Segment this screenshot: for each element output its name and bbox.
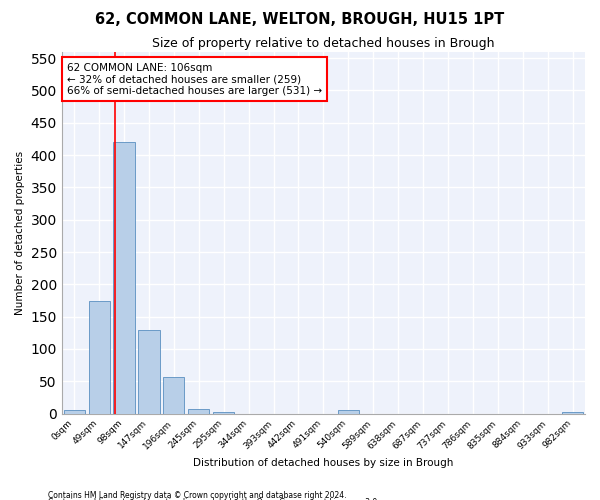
Bar <box>338 410 359 414</box>
Y-axis label: Number of detached properties: Number of detached properties <box>15 150 25 314</box>
Text: Contains HM Land Registry data © Crown copyright and database right 2024.: Contains HM Land Registry data © Crown c… <box>48 490 347 500</box>
Bar <box>163 377 184 414</box>
Text: Contains public sector information licensed under the Open Government Licence v3: Contains public sector information licen… <box>48 498 380 500</box>
Bar <box>562 412 583 414</box>
X-axis label: Distribution of detached houses by size in Brough: Distribution of detached houses by size … <box>193 458 454 468</box>
Text: 62 COMMON LANE: 106sqm
← 32% of detached houses are smaller (259)
66% of semi-de: 62 COMMON LANE: 106sqm ← 32% of detached… <box>67 62 322 96</box>
Bar <box>213 412 235 414</box>
Bar <box>188 409 209 414</box>
Bar <box>113 142 134 413</box>
Bar <box>89 300 110 414</box>
Bar <box>139 330 160 413</box>
Title: Size of property relative to detached houses in Brough: Size of property relative to detached ho… <box>152 38 494 51</box>
Text: 62, COMMON LANE, WELTON, BROUGH, HU15 1PT: 62, COMMON LANE, WELTON, BROUGH, HU15 1P… <box>95 12 505 28</box>
Bar <box>64 410 85 414</box>
